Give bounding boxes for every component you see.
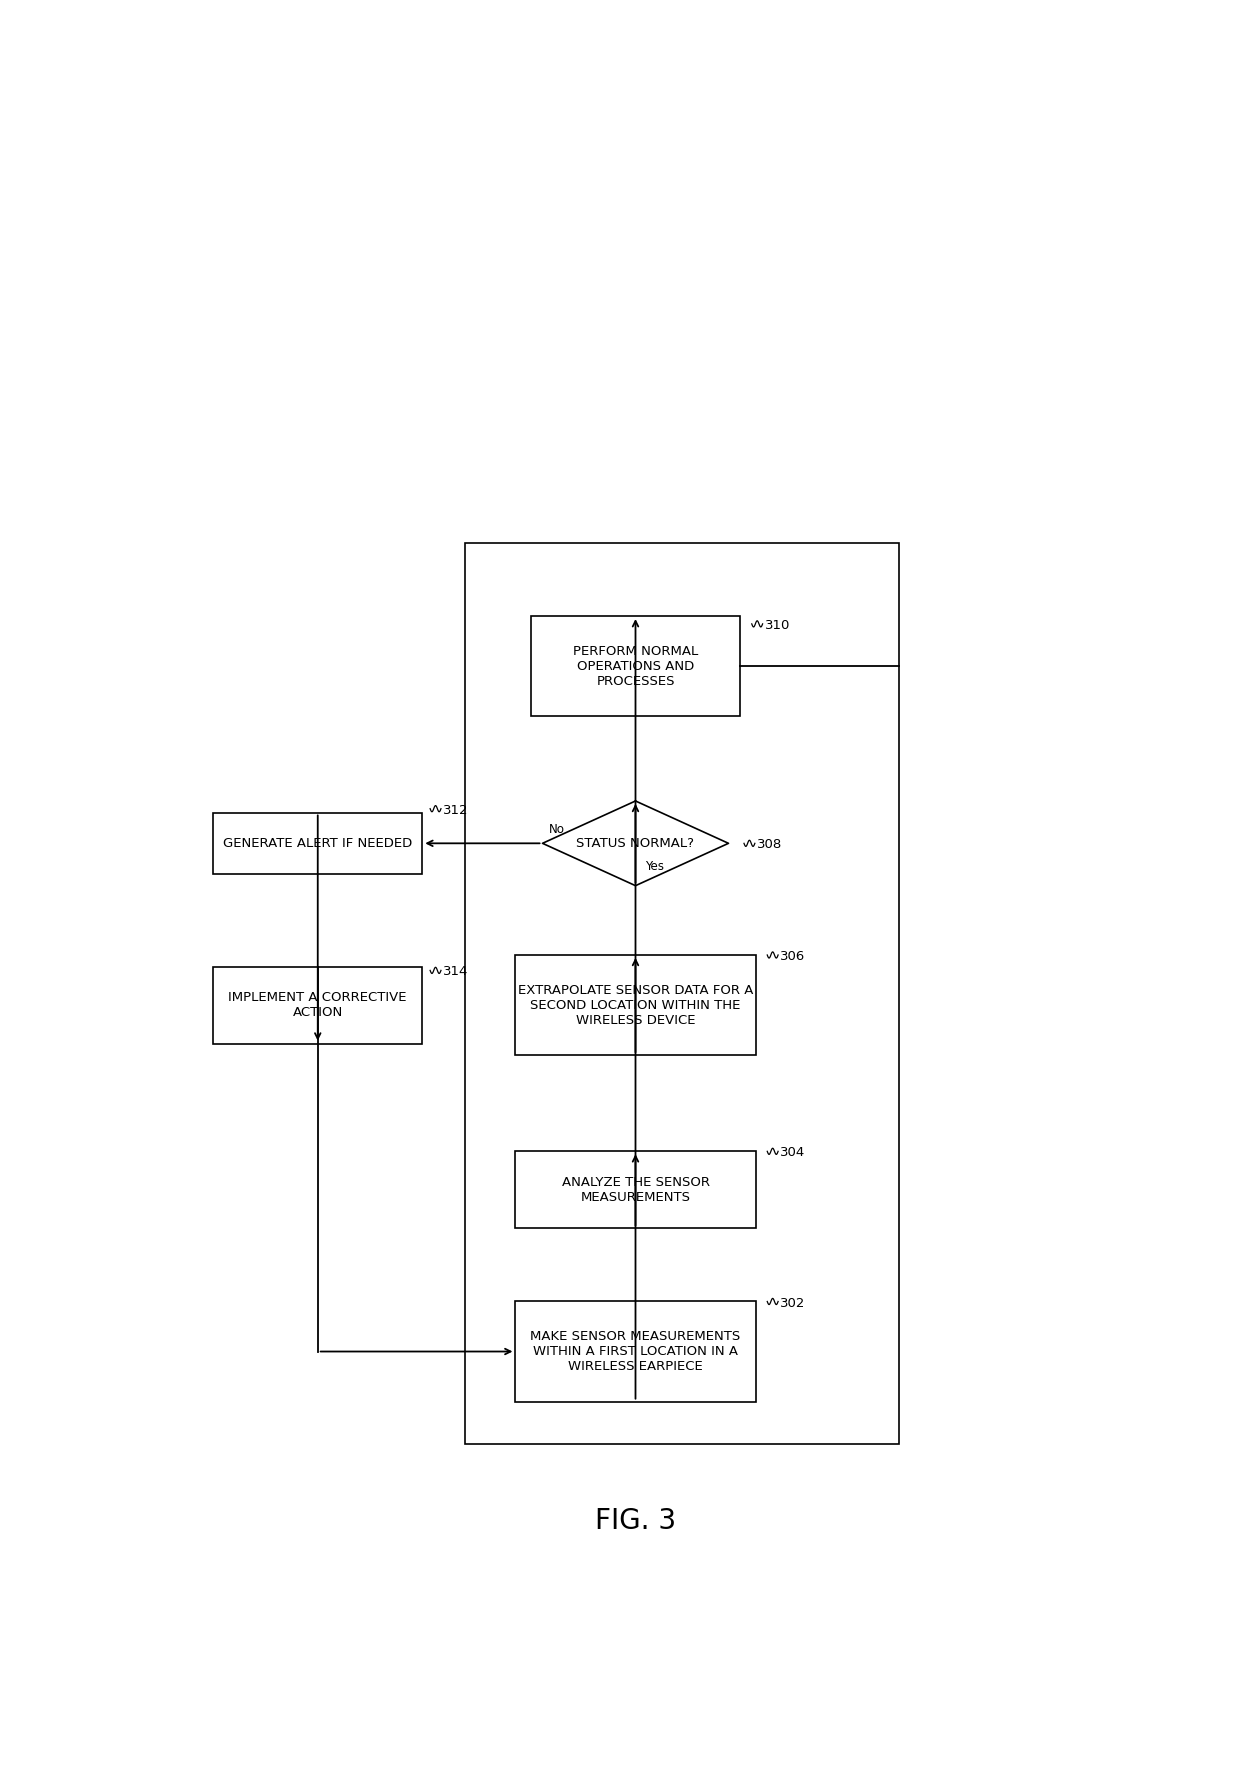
Text: 310: 310	[765, 618, 790, 632]
Text: STATUS NORMAL?: STATUS NORMAL?	[577, 837, 694, 849]
Text: GENERATE ALERT IF NEEDED: GENERATE ALERT IF NEEDED	[223, 837, 413, 849]
Polygon shape	[543, 802, 729, 887]
Text: No: No	[549, 823, 564, 835]
Text: 314: 314	[444, 966, 469, 978]
Text: Yes: Yes	[645, 860, 663, 872]
Bar	[516, 1151, 755, 1229]
Text: PERFORM NORMAL
OPERATIONS AND
PROCESSES: PERFORM NORMAL OPERATIONS AND PROCESSES	[573, 645, 698, 687]
Bar	[465, 542, 899, 1445]
Text: EXTRAPOLATE SENSOR DATA FOR A
SECOND LOCATION WITHIN THE
WIRELESS DEVICE: EXTRAPOLATE SENSOR DATA FOR A SECOND LOC…	[518, 984, 753, 1026]
Text: 312: 312	[444, 804, 469, 816]
Bar	[531, 616, 740, 717]
Text: MAKE SENSOR MEASUREMENTS
WITHIN A FIRST LOCATION IN A
WIRELESS EARPIECE: MAKE SENSOR MEASUREMENTS WITHIN A FIRST …	[531, 1330, 740, 1372]
Text: ANALYZE THE SENSOR
MEASUREMENTS: ANALYZE THE SENSOR MEASUREMENTS	[562, 1176, 709, 1204]
Text: IMPLEMENT A CORRECTIVE
ACTION: IMPLEMENT A CORRECTIVE ACTION	[228, 991, 407, 1019]
Bar	[516, 1302, 755, 1402]
Bar	[516, 955, 755, 1054]
Text: 302: 302	[780, 1296, 806, 1310]
Text: 304: 304	[780, 1146, 806, 1158]
Text: FIG. 3: FIG. 3	[595, 1506, 676, 1535]
Text: 308: 308	[758, 839, 782, 851]
Bar	[213, 966, 423, 1044]
Bar	[213, 812, 423, 874]
Text: 306: 306	[780, 950, 806, 962]
